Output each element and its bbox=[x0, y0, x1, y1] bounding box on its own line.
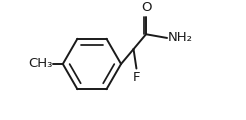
Text: F: F bbox=[133, 71, 140, 84]
Text: CH₃: CH₃ bbox=[28, 57, 52, 70]
Text: O: O bbox=[141, 1, 151, 14]
Text: NH₂: NH₂ bbox=[168, 31, 193, 44]
